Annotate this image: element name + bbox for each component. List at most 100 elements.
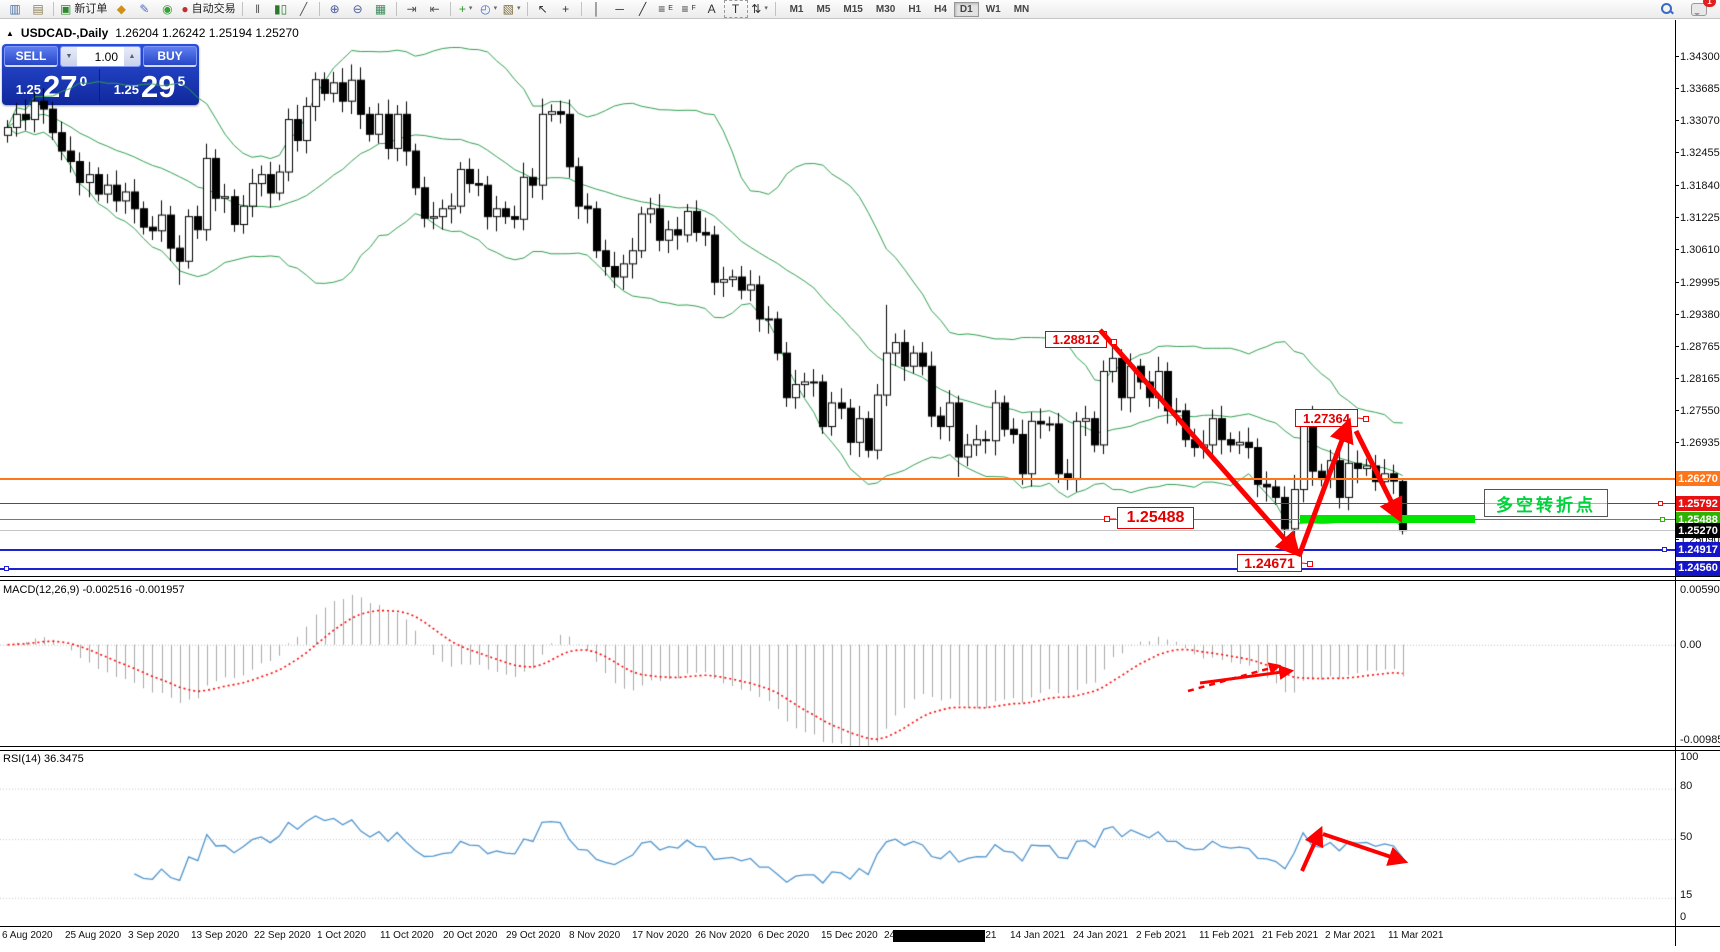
- date-label: 24 Jan 2021: [1073, 930, 1129, 941]
- date-label: 17 Nov 2020: [632, 930, 689, 941]
- alerts-horn-icon[interactable]: ◆: [110, 1, 132, 17]
- templates-icon[interactable]: ▧ ▾: [502, 2, 521, 16]
- swing-price-label-1.28812[interactable]: 1.28812: [1045, 331, 1107, 348]
- panel-separator-main-macd[interactable]: [0, 576, 1720, 581]
- signals-icon[interactable]: ◉: [156, 1, 178, 17]
- candlestick-chart-icon[interactable]: ▮▯: [270, 1, 292, 17]
- rsi-label: RSI(14) 36.3475: [3, 753, 84, 765]
- trendline-icon[interactable]: ╱: [632, 1, 654, 17]
- toolbar-separator: [318, 2, 320, 16]
- rsi-indicator-canvas[interactable]: [0, 752, 1675, 925]
- timeframe-m1[interactable]: M1: [789, 3, 804, 15]
- line-chart-icon[interactable]: ╱: [293, 1, 315, 17]
- vertical-line-icon[interactable]: │: [586, 1, 608, 17]
- horizontal-scrollbar-thumb[interactable]: [893, 930, 985, 942]
- toolbar-separator: [449, 2, 451, 16]
- horizontal-level-1.24560[interactable]: [0, 568, 1675, 570]
- swing-price-label-1.27364[interactable]: 1.27364: [1295, 409, 1358, 427]
- panel-separator-macd-rsi[interactable]: [0, 746, 1720, 751]
- date-label: 13 Sep 2020: [191, 930, 248, 941]
- periods-icon[interactable]: ◴ ▾: [480, 2, 498, 16]
- line-selection-handle[interactable]: [1658, 501, 1663, 506]
- timeframe-m15[interactable]: M15: [843, 3, 863, 15]
- new-chart-icon: ▥: [9, 2, 21, 16]
- new-chart-icon[interactable]: ▥: [4, 1, 26, 17]
- timeframe-d1[interactable]: D1: [953, 1, 979, 17]
- horizontal-level-1.25488[interactable]: [0, 519, 1675, 520]
- line-selection-handle[interactable]: [1660, 517, 1665, 522]
- horizontal-line-icon[interactable]: ─: [609, 1, 631, 17]
- chart-shift-icon[interactable]: ⇤: [424, 1, 446, 17]
- profiles-icon[interactable]: ▤: [27, 1, 49, 17]
- price-tick-label: 1.33685: [1675, 83, 1720, 95]
- timeframe-m30[interactable]: M30: [875, 3, 896, 15]
- text-label-icon[interactable]: T: [723, 0, 748, 18]
- date-label: 8 Nov 2020: [569, 930, 621, 941]
- indicator-axis-label: 80: [1680, 780, 1693, 792]
- chat-icon[interactable]: 1: [1688, 0, 1716, 17]
- profiles-icon: ▤: [32, 2, 44, 16]
- swing-price-label-1.25488[interactable]: 1.25488: [1117, 507, 1194, 529]
- price-tick-label: 1.26935: [1675, 437, 1720, 449]
- toolbar-separator: [395, 2, 397, 16]
- price-chart-canvas[interactable]: [0, 20, 1675, 576]
- horizontal-level-1.25270[interactable]: [0, 530, 1675, 531]
- indicators-icon[interactable]: + ▾: [458, 2, 473, 16]
- price-tick-label: 1.29995: [1675, 277, 1720, 289]
- autotrading-icon[interactable]: ● 自动交易: [181, 2, 236, 16]
- macd-label: MACD(12,26,9) -0.002516 -0.001957: [3, 584, 185, 596]
- autotrading-icon: ●: [181, 2, 189, 16]
- support-zone-highlight[interactable]: [1300, 515, 1475, 523]
- toolbar-separator: [53, 2, 54, 16]
- metaeditor-icon[interactable]: ✎: [133, 1, 155, 17]
- line-selection-handle[interactable]: [4, 566, 9, 571]
- alerts-horn-icon: ◆: [116, 2, 126, 16]
- arrows-icon[interactable]: ⇅ ▾: [751, 2, 768, 16]
- price-tick-label: 1.27550: [1675, 405, 1720, 417]
- horizontal-level-1.26270[interactable]: [0, 478, 1675, 480]
- new-order-icon[interactable]: ▣ 新订单: [60, 2, 108, 16]
- search-icon[interactable]: [1656, 1, 1678, 17]
- date-label: 1 Oct 2020: [317, 930, 366, 941]
- new-order-icon: ▣: [60, 2, 72, 16]
- chat-unread-badge: 1: [1703, 0, 1716, 7]
- indicators-icon: +: [458, 2, 466, 16]
- turning-point-note[interactable]: 多空转折点: [1484, 489, 1608, 517]
- date-label: 2 Feb 2021: [1136, 930, 1187, 941]
- swing-price-label-1.24671[interactable]: 1.24671: [1237, 554, 1302, 572]
- zoom-out-icon[interactable]: ⊖: [347, 1, 369, 17]
- date-label: 25 Aug 2020: [65, 930, 122, 941]
- macd-indicator-canvas[interactable]: [0, 582, 1675, 746]
- date-label: 22 Sep 2020: [254, 930, 311, 941]
- timeframe-m5[interactable]: M5: [816, 3, 831, 15]
- zoom-in-icon: ⊕: [329, 2, 340, 16]
- date-label: 6 Aug 2020: [2, 930, 53, 941]
- horizontal-level-1.24917[interactable]: [0, 549, 1675, 551]
- date-label: 2 Mar 2021: [1325, 930, 1376, 941]
- price-badge-1.25270: 1.25270: [1676, 523, 1720, 539]
- timeframe-mn[interactable]: MN: [1013, 3, 1030, 15]
- timeframe-h1[interactable]: H1: [908, 3, 922, 15]
- horizontal-level-1.25792[interactable]: [0, 503, 1675, 504]
- line-chart-icon: ╱: [299, 2, 308, 16]
- crosshair-icon[interactable]: +: [555, 1, 577, 17]
- tile-windows-icon[interactable]: ▦: [370, 1, 392, 17]
- periods-icon: ◴: [480, 2, 491, 16]
- toolbar-separator: [241, 2, 243, 16]
- zoom-in-icon[interactable]: ⊕: [324, 1, 346, 17]
- date-label: 26 Nov 2020: [695, 930, 752, 941]
- bar-chart-icon[interactable]: ‖: [247, 1, 269, 17]
- indicator-axis-label: 100: [1680, 751, 1699, 763]
- text-icon[interactable]: A: [701, 1, 723, 17]
- timeframe-w1[interactable]: W1: [985, 3, 1001, 15]
- fibo-expansion-icon[interactable]: ≡ F: [681, 2, 696, 16]
- auto-scroll-icon[interactable]: ⇥: [401, 1, 423, 17]
- price-badge-1.26270: 1.26270: [1676, 471, 1720, 486]
- toolbar-separator: [774, 2, 776, 16]
- fibo-retracement-icon[interactable]: ≡ E: [658, 2, 673, 16]
- cursor-icon[interactable]: ↖: [532, 1, 554, 17]
- line-selection-handle[interactable]: [1662, 547, 1667, 552]
- indicator-axis-label: 0.00: [1680, 639, 1702, 651]
- chart-shift-icon: ⇤: [429, 2, 440, 16]
- timeframe-h4[interactable]: H4: [934, 3, 947, 15]
